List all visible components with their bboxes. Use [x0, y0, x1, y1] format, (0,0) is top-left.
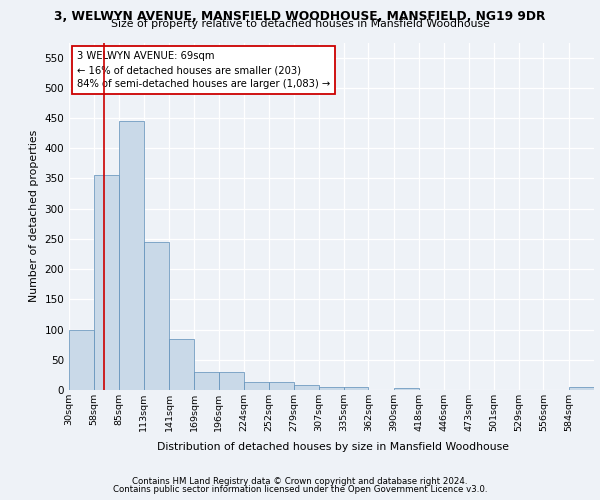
- Bar: [194, 372, 219, 390]
- Bar: [269, 382, 293, 390]
- Bar: [119, 121, 144, 390]
- Bar: [69, 330, 94, 390]
- Text: Contains public sector information licensed under the Open Government Licence v3: Contains public sector information licen…: [113, 485, 487, 494]
- Text: Contains HM Land Registry data © Crown copyright and database right 2024.: Contains HM Land Registry data © Crown c…: [132, 477, 468, 486]
- Text: 3 WELWYN AVENUE: 69sqm
← 16% of detached houses are smaller (203)
84% of semi-de: 3 WELWYN AVENUE: 69sqm ← 16% of detached…: [77, 51, 330, 89]
- Text: Distribution of detached houses by size in Mansfield Woodhouse: Distribution of detached houses by size …: [157, 442, 509, 452]
- Bar: [219, 372, 244, 390]
- Bar: [169, 338, 194, 390]
- Bar: [293, 385, 319, 390]
- Bar: [394, 388, 419, 390]
- Bar: [144, 242, 169, 390]
- Y-axis label: Number of detached properties: Number of detached properties: [29, 130, 39, 302]
- Bar: [244, 382, 269, 390]
- Text: Size of property relative to detached houses in Mansfield Woodhouse: Size of property relative to detached ho…: [110, 19, 490, 29]
- Bar: [569, 387, 594, 390]
- Bar: [94, 176, 119, 390]
- Text: 3, WELWYN AVENUE, MANSFIELD WOODHOUSE, MANSFIELD, NG19 9DR: 3, WELWYN AVENUE, MANSFIELD WOODHOUSE, M…: [55, 10, 545, 23]
- Bar: [344, 387, 368, 390]
- Bar: [319, 387, 344, 390]
